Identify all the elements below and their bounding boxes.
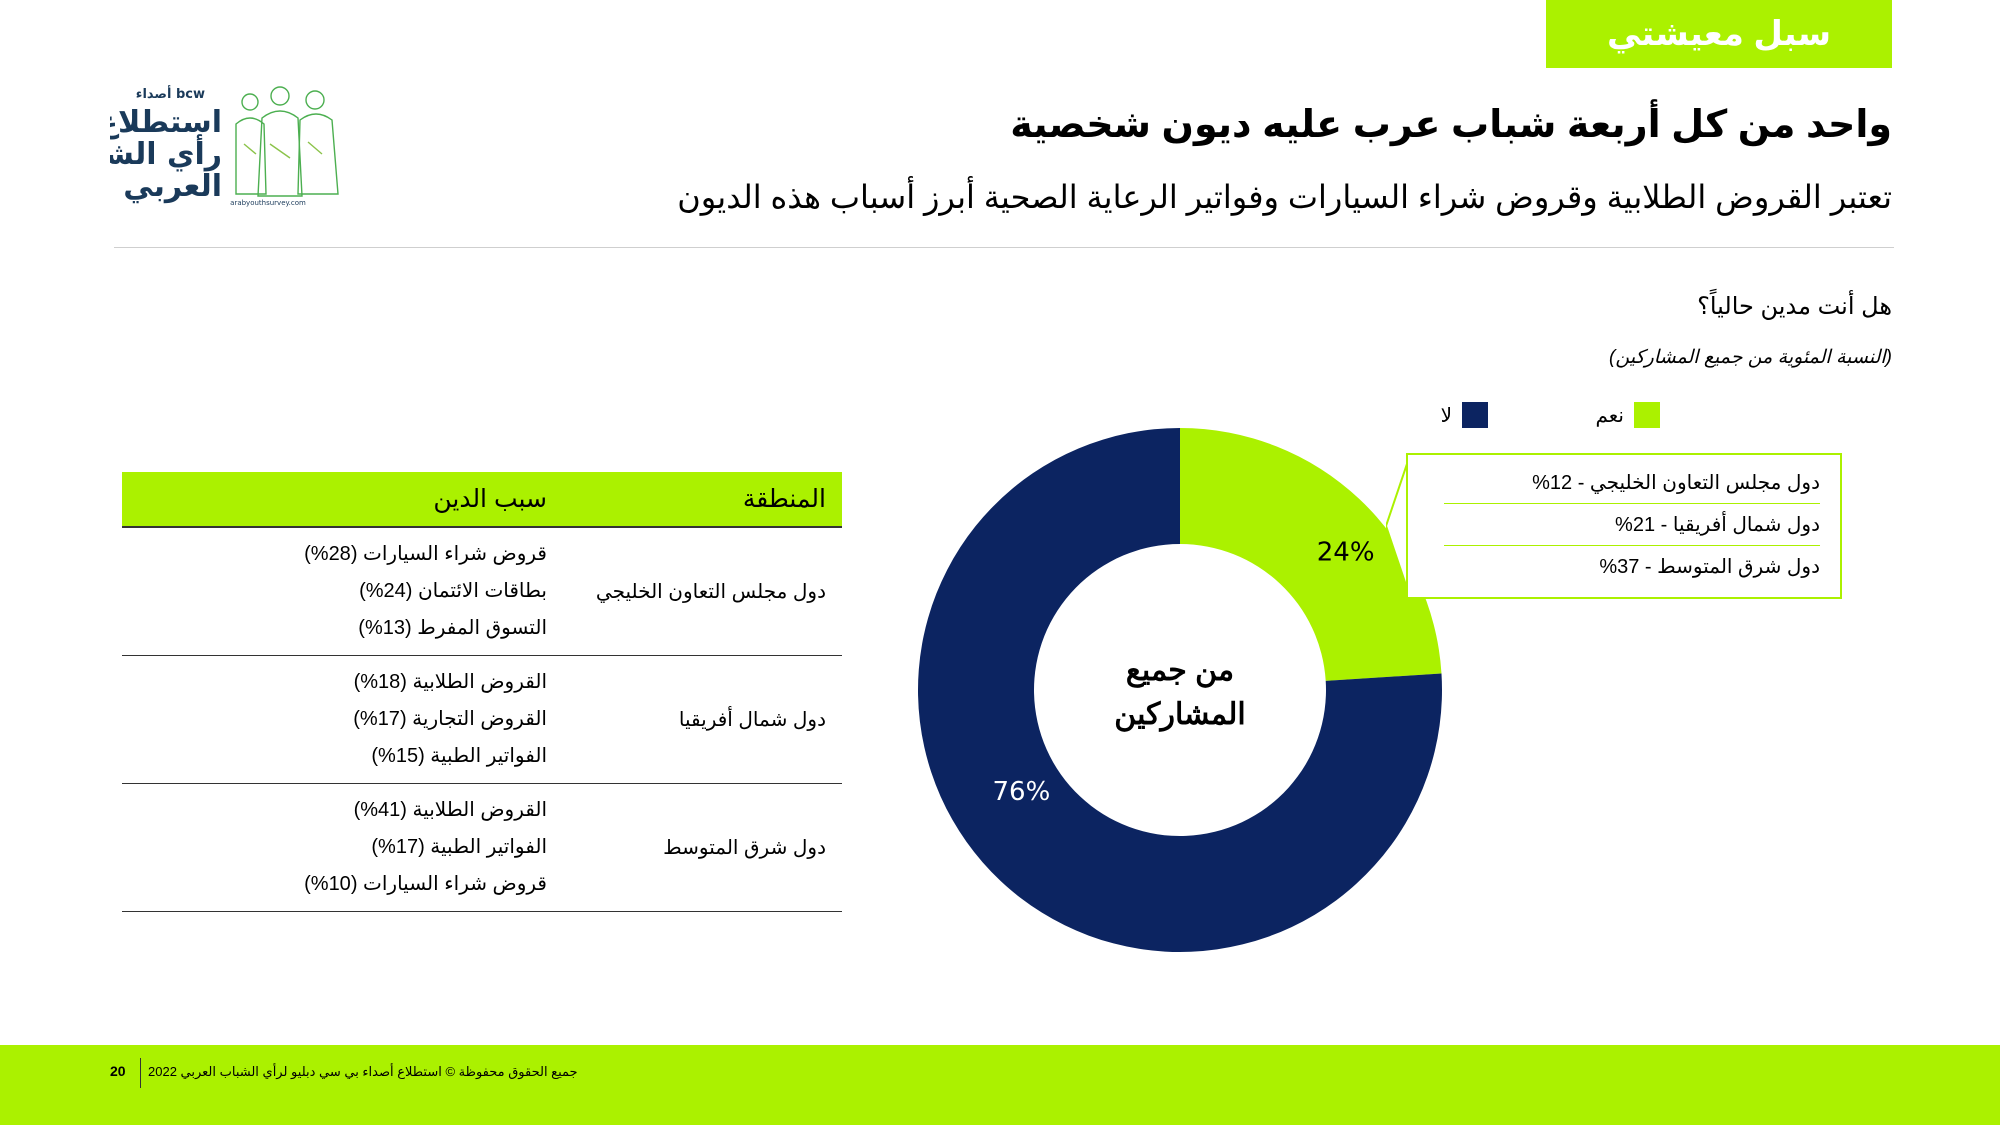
legend-item-no: لا <box>1441 402 1488 428</box>
arab-youth-survey-logo: أصداء bcw استطلاع رأي الشباب العربي arab… <box>110 85 339 207</box>
callout-pointer <box>1386 454 1410 598</box>
footer-separator <box>140 1058 141 1088</box>
donut-value-label-no: 76% <box>993 777 1051 807</box>
donut-slice-no <box>918 428 1442 952</box>
debt-donut-chart: 24% 76% من جميع المشاركين <box>918 428 1442 952</box>
reason-line: الفواتير الطبية (17%) <box>371 836 547 858</box>
table-row: دول شمال أفريقيا القروض الطلابية (18%) ا… <box>122 656 842 784</box>
reason-line: القروض التجارية (17%) <box>353 708 547 730</box>
reason-line: قروض شراء السيارات (10%) <box>304 873 547 895</box>
logo-brand: أصداء bcw <box>136 85 205 102</box>
legend-item-yes: نعم <box>1595 402 1660 428</box>
table-cell-reasons: قروض شراء السيارات (28%) بطاقات الائتمان… <box>122 528 547 655</box>
reason-line: القروض الطلابية (41%) <box>353 799 547 821</box>
reason-line: القروض الطلابية (18%) <box>353 671 547 693</box>
chart-note: (النسبة المئوية من جميع المشاركين) <box>1609 347 1892 368</box>
page-subtitle: تعتبر القروض الطلابية وقروض شراء السيارا… <box>677 179 1892 215</box>
table-cell-region: دول شمال أفريقيا <box>678 709 826 731</box>
legend-label-no: لا <box>1440 404 1452 427</box>
title-divider <box>114 247 1894 248</box>
legend-swatch-no <box>1462 402 1488 428</box>
legend-label-yes: نعم <box>1595 404 1624 427</box>
logo-line2: رأي الشباب <box>110 134 222 172</box>
table-cell-region: دول مجلس التعاون الخليجي <box>595 581 826 603</box>
callout-row-levant: دول شرق المتوسط - 37% <box>1599 556 1820 578</box>
people-illustration-icon <box>235 86 339 197</box>
donut-center-label-line1: من جميع <box>1126 654 1234 688</box>
callout-row-gcc: دول مجلس التعاون الخليجي - 12% <box>1444 463 1820 504</box>
reason-line: الفواتير الطبية (15%) <box>371 745 547 767</box>
footer-bar <box>0 1045 2000 1125</box>
table-header: المنطقة سبب الدين <box>122 472 842 528</box>
donut-value-label-yes: 24% <box>1317 537 1375 567</box>
table-row: دول شرق المتوسط القروض الطلابية (41%) ال… <box>122 784 842 912</box>
table-cell-reasons: القروض الطلابية (41%) الفواتير الطبية (1… <box>122 784 547 911</box>
callout-box: دول مجلس التعاون الخليجي - 12% دول شمال … <box>1406 453 1842 599</box>
section-tab: سبل معيشتي <box>1546 0 1892 68</box>
table-header-region: المنطقة <box>742 485 826 513</box>
table-cell-reasons: القروض الطلابية (18%) القروض التجارية (1… <box>122 656 547 783</box>
legend-swatch-yes <box>1634 402 1660 428</box>
table-header-reason: سبب الدين <box>433 485 547 513</box>
donut-center-label-line2: المشاركين <box>1114 698 1245 732</box>
table-row: دول مجلس التعاون الخليجي قروض شراء السيا… <box>122 528 842 656</box>
page-title: واحد من كل أربعة شباب عرب عليه ديون شخصي… <box>1010 104 1892 146</box>
reason-line: قروض شراء السيارات (28%) <box>304 543 547 565</box>
debt-reasons-table: المنطقة سبب الدين دول مجلس التعاون الخلي… <box>122 472 842 912</box>
chart-question: هل أنت مدين حالياً؟ <box>1697 293 1892 320</box>
reason-line: بطاقات الائتمان (24%) <box>359 580 547 602</box>
table-cell-region: دول شرق المتوسط <box>663 837 826 859</box>
logo-line3: العربي <box>123 169 222 204</box>
donut-slice-yes <box>1180 428 1442 681</box>
logo-line1: استطلاع <box>110 105 222 140</box>
callout-row-north-africa: دول شمال أفريقيا - 21% <box>1444 505 1820 546</box>
reason-line: التسوق المفرط (13%) <box>358 617 547 639</box>
footer-copyright: جميع الحقوق محفوظة © استطلاع أصداء بي سي… <box>148 1064 578 1079</box>
logo-url: arabyouthsurvey.com <box>230 199 306 207</box>
page-number: 20 <box>110 1063 126 1079</box>
